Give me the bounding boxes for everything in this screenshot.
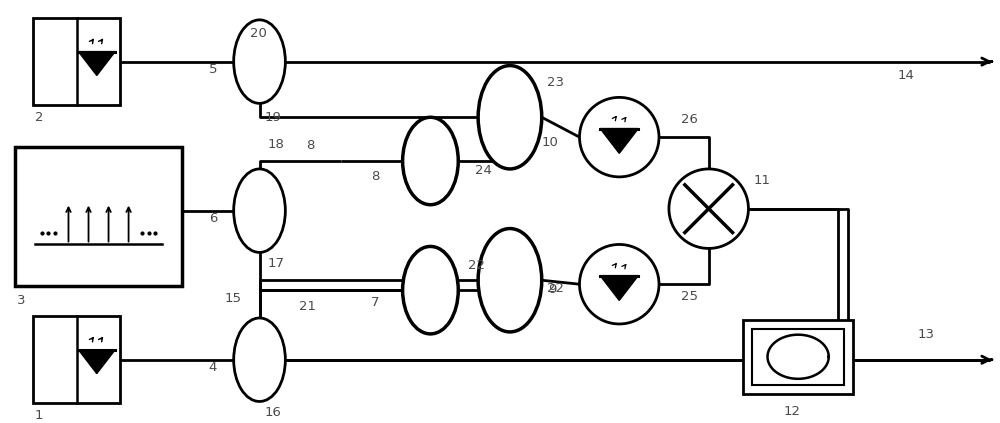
Ellipse shape bbox=[234, 20, 285, 103]
Text: 16: 16 bbox=[264, 407, 281, 420]
Circle shape bbox=[579, 97, 659, 177]
Text: 7: 7 bbox=[371, 296, 379, 309]
Text: 22: 22 bbox=[468, 259, 485, 272]
Text: 4: 4 bbox=[209, 361, 217, 374]
Text: 17: 17 bbox=[267, 257, 284, 270]
Ellipse shape bbox=[403, 247, 458, 334]
Text: 26: 26 bbox=[681, 113, 698, 126]
Text: 5: 5 bbox=[209, 63, 217, 76]
Text: 11: 11 bbox=[753, 174, 770, 187]
Ellipse shape bbox=[234, 318, 285, 401]
Text: 10: 10 bbox=[542, 136, 559, 148]
Bar bbox=[33, 18, 120, 105]
Circle shape bbox=[579, 244, 659, 324]
Text: 3: 3 bbox=[17, 294, 26, 307]
Ellipse shape bbox=[478, 228, 542, 332]
Circle shape bbox=[669, 169, 748, 248]
Text: 23: 23 bbox=[547, 76, 564, 89]
Text: 9: 9 bbox=[548, 283, 556, 296]
Ellipse shape bbox=[478, 66, 542, 169]
Bar bbox=[33, 316, 120, 404]
Text: 13: 13 bbox=[917, 328, 934, 341]
Ellipse shape bbox=[403, 117, 458, 205]
Text: 15: 15 bbox=[225, 291, 242, 305]
Text: 21: 21 bbox=[299, 300, 316, 313]
Text: 8: 8 bbox=[371, 170, 379, 184]
Text: 18: 18 bbox=[267, 138, 284, 151]
Text: 8: 8 bbox=[306, 139, 315, 151]
Bar bbox=[15, 147, 182, 286]
Polygon shape bbox=[600, 276, 638, 300]
Text: 25: 25 bbox=[681, 290, 698, 302]
Text: 24: 24 bbox=[475, 165, 492, 177]
Ellipse shape bbox=[234, 169, 285, 253]
Text: 20: 20 bbox=[250, 27, 266, 40]
Text: 14: 14 bbox=[897, 69, 914, 82]
Text: 12: 12 bbox=[783, 405, 800, 418]
Text: 1: 1 bbox=[35, 409, 43, 422]
Polygon shape bbox=[600, 129, 638, 154]
Text: 2: 2 bbox=[35, 111, 43, 124]
Bar bbox=[743, 320, 853, 393]
Text: 22: 22 bbox=[547, 282, 564, 295]
Polygon shape bbox=[78, 350, 115, 374]
Text: 19: 19 bbox=[264, 111, 281, 124]
Bar bbox=[752, 329, 844, 385]
Polygon shape bbox=[78, 52, 115, 75]
Text: 6: 6 bbox=[209, 212, 217, 225]
